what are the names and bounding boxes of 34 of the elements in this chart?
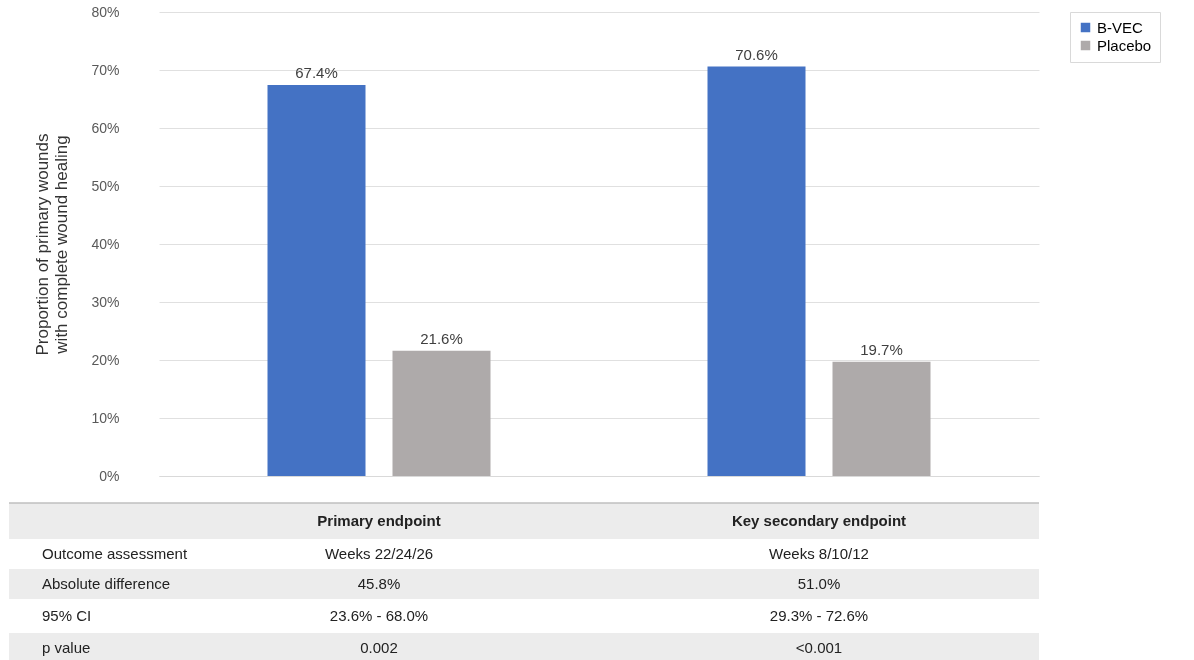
y-tick-label: 20%: [91, 351, 120, 368]
text: 0.002: [360, 639, 398, 656]
y-tick-label: 60%: [91, 119, 120, 136]
text: Weeks 22/24/26: [324, 545, 434, 562]
text: 45.8%: [357, 575, 401, 592]
x-tick-label: Primary endpoint: [317, 512, 441, 529]
text: 23.6% - 68.0%: [329, 607, 429, 624]
legend-label: Placebo: [1097, 36, 1152, 54]
text: 95% CI: [42, 607, 92, 624]
y-axis-title: Proportion of primary wounds with complete wound healing: [33, 133, 72, 356]
y-tick-label: 10%: [91, 409, 120, 426]
legend-label: B-VEC: [1097, 18, 1144, 36]
bar: [267, 85, 366, 476]
y-tick-label: 30%: [91, 293, 120, 310]
text: <0.001: [795, 639, 843, 656]
bar: [832, 361, 931, 476]
text: 29.3% - 72.6%: [769, 607, 869, 624]
y-tick-label: 80%: [91, 3, 120, 20]
text: p value: [42, 639, 91, 656]
y-tick-label: 40%: [91, 235, 120, 252]
bar: [707, 66, 806, 476]
data-label: 19.7%: [860, 340, 903, 358]
data-label: 21.6%: [420, 329, 463, 347]
bar: [392, 350, 491, 476]
text: Weeks 8/10/12: [769, 545, 869, 562]
data-label: 70.6%: [735, 45, 778, 63]
y-tick-label: 0%: [99, 467, 120, 484]
text: 51.0%: [797, 575, 841, 592]
data-label: 67.4%: [295, 64, 338, 82]
x-tick-label: Key secondary endpoint: [731, 512, 907, 529]
y-tick-label: 50%: [91, 177, 120, 194]
text: Absolute difference: [42, 575, 171, 592]
text: Outcome assessment: [42, 545, 188, 562]
y-tick-label: 70%: [91, 61, 120, 78]
